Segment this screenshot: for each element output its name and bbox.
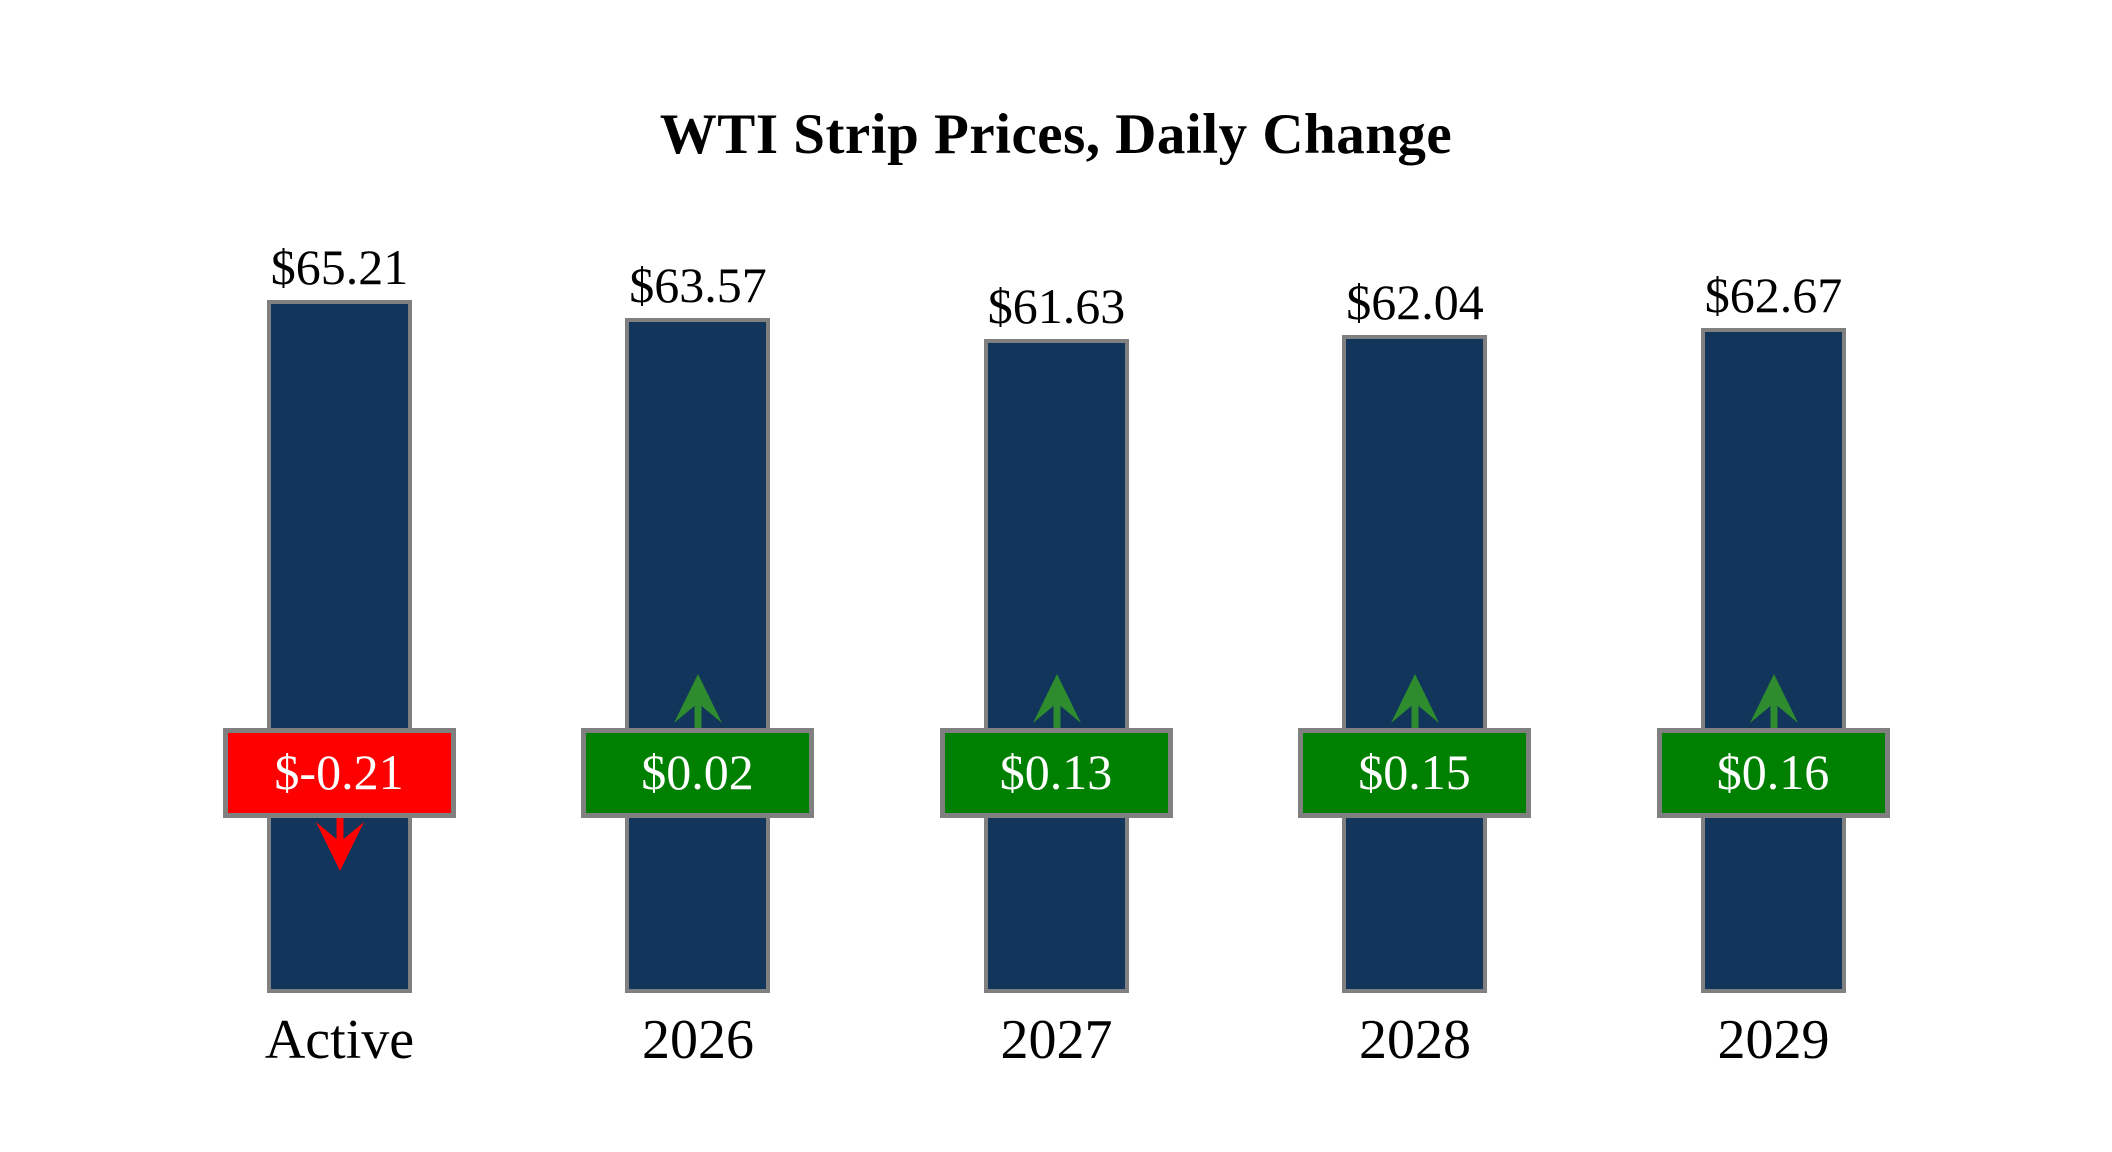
chart-title: WTI Strip Prices, Daily Change <box>659 103 1453 166</box>
bar-group-active: $65.21 $-0.21 Active <box>220 0 460 1152</box>
price-label: $62.04 <box>1346 274 1484 330</box>
price-label: $63.57 <box>629 257 767 313</box>
category-label: Active <box>264 1009 415 1071</box>
change-badge: $0.15 <box>1298 728 1531 818</box>
up-arrow-icon <box>1749 674 1798 728</box>
price-label: $62.67 <box>1704 267 1843 323</box>
bar-group-2026: $63.57 $0.02 2026 <box>578 0 818 1152</box>
bar-group-2029: $62.67 $0.16 2029 <box>1654 0 1894 1152</box>
category-label: 2027 <box>1000 1009 1113 1071</box>
category-label: 2026 <box>642 1009 754 1071</box>
strip-bar <box>1700 328 1846 993</box>
down-arrow-icon <box>315 817 364 871</box>
change-badge: $0.13 <box>939 728 1173 818</box>
price-label: $65.21 <box>270 239 409 295</box>
category-label: 2029 <box>1717 1009 1830 1071</box>
strip-bar <box>266 300 412 993</box>
strip-bar <box>1342 335 1487 993</box>
price-label: $61.63 <box>987 278 1126 334</box>
up-arrow-icon <box>674 674 722 728</box>
bar-group-2027: $61.63 $0.13 2027 <box>937 0 1177 1152</box>
category-label: 2028 <box>1359 1009 1471 1071</box>
change-badge: $-0.21 <box>222 728 456 818</box>
bar-group-2028: $62.04 $0.15 2028 <box>1295 0 1535 1152</box>
strip-bar <box>983 339 1129 993</box>
change-badge: $0.16 <box>1656 728 1890 818</box>
up-arrow-icon <box>1032 674 1081 728</box>
up-arrow-icon <box>1391 674 1439 728</box>
strip-bar <box>625 318 770 993</box>
change-badge: $0.02 <box>581 728 814 818</box>
